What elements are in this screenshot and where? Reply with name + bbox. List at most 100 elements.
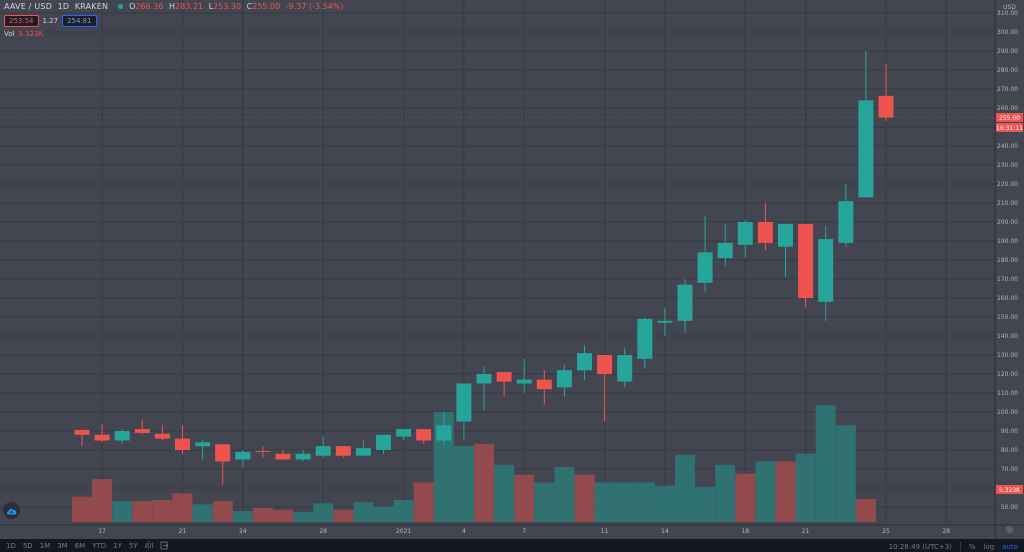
candle[interactable] xyxy=(818,225,834,321)
volume-bar xyxy=(212,501,233,522)
volume-bar xyxy=(614,482,635,522)
candle[interactable] xyxy=(556,364,572,397)
volume-bar xyxy=(675,454,695,522)
candle[interactable] xyxy=(74,429,90,447)
candle[interactable] xyxy=(235,450,251,468)
range-button-1d[interactable]: 1D xyxy=(6,542,16,550)
date-tick-label: 28 xyxy=(942,528,950,535)
volume-bar xyxy=(92,479,113,522)
candle[interactable] xyxy=(516,358,532,393)
volume-legend: Vol 5.323K xyxy=(4,30,43,38)
date-tick-label: 2021 xyxy=(396,528,411,535)
svg-text:255.00: 255.00 xyxy=(999,115,1020,122)
range-button-5y[interactable]: 5Y xyxy=(128,542,138,550)
date-tick-label: 24 xyxy=(239,528,247,535)
volume-bar xyxy=(192,504,213,522)
settings-gear-icon[interactable] xyxy=(1005,525,1014,534)
price-tick-label: 70.00 xyxy=(1001,466,1018,473)
candle[interactable] xyxy=(677,279,693,333)
candle[interactable] xyxy=(778,223,793,278)
log-scale-toggle[interactable]: log xyxy=(983,542,995,551)
candle[interactable] xyxy=(717,223,733,266)
candle[interactable] xyxy=(416,429,432,445)
svg-text:5.323K: 5.323K xyxy=(999,487,1021,494)
price-tick-label: 210.00 xyxy=(997,200,1018,207)
grid-lines xyxy=(0,0,995,525)
candle[interactable] xyxy=(456,383,472,441)
candle[interactable] xyxy=(396,429,412,441)
range-button-5d[interactable]: 5D xyxy=(22,542,33,550)
candle[interactable] xyxy=(496,372,512,397)
candle[interactable] xyxy=(355,440,371,456)
candle[interactable] xyxy=(376,434,391,454)
volume-label[interactable]: Vol xyxy=(4,30,15,38)
sell-price-button[interactable]: 253.54 xyxy=(4,15,39,27)
volume-bar xyxy=(232,511,253,522)
candle[interactable] xyxy=(215,444,231,485)
clock-timezone[interactable]: 10:28:49 (UTC+3) xyxy=(888,542,952,551)
market-open-status-icon xyxy=(118,4,124,9)
candle[interactable] xyxy=(617,347,633,388)
volume-bar xyxy=(815,405,836,522)
candle[interactable] xyxy=(476,366,492,411)
candle[interactable] xyxy=(597,355,613,422)
volume-bar xyxy=(574,474,595,522)
range-button-ytd[interactable]: YTD xyxy=(92,542,107,550)
spread-value: 1.27 xyxy=(42,17,59,25)
candle[interactable] xyxy=(114,429,130,445)
candle[interactable] xyxy=(697,216,713,293)
candle[interactable] xyxy=(737,220,753,259)
candle[interactable] xyxy=(335,446,351,458)
candle[interactable] xyxy=(637,317,653,369)
candle[interactable] xyxy=(536,370,552,405)
price-tick-label: 240.00 xyxy=(997,143,1018,150)
percent-scale-toggle[interactable]: % xyxy=(968,542,976,551)
buy-price-button[interactable]: 254.81 xyxy=(62,15,97,27)
candle[interactable] xyxy=(175,425,190,454)
symbol-title[interactable]: AAVE / USD 1D KRAKEN xyxy=(4,2,109,11)
volume-bar xyxy=(715,464,736,522)
candle[interactable] xyxy=(255,446,271,458)
candle[interactable] xyxy=(436,412,452,445)
candles[interactable] xyxy=(74,51,894,485)
candle[interactable] xyxy=(94,423,110,443)
candle[interactable] xyxy=(757,203,773,251)
range-button-1y[interactable]: 1Y xyxy=(113,542,122,550)
range-button-3m[interactable]: 3M xyxy=(57,542,68,550)
range-button-1m[interactable]: 1M xyxy=(39,542,51,550)
candle[interactable] xyxy=(577,345,592,380)
volume-bar xyxy=(494,464,515,522)
bottom-right-controls: 10:28:49 (UTC+3) % log auto xyxy=(889,542,1018,551)
price-axis[interactable]: 50.00 70.00 80.00 90.00 100.00 110.00 120.00 13… xyxy=(997,10,1018,511)
date-tick-label: 14 xyxy=(661,528,669,535)
volume-bar xyxy=(474,443,494,522)
cloud-logo-icon[interactable] xyxy=(3,502,20,519)
goto-date-icon[interactable] xyxy=(160,541,169,550)
candle[interactable] xyxy=(154,425,170,441)
auto-scale-toggle[interactable]: auto xyxy=(1002,542,1018,551)
time-axis[interactable]: 17 21 24 28 2021 4 7 11 14 18 21 25 28 xyxy=(98,528,950,535)
price-tick-label: 260.00 xyxy=(997,105,1018,112)
candle[interactable] xyxy=(657,307,673,337)
candle[interactable] xyxy=(275,450,291,460)
candle[interactable] xyxy=(798,223,814,308)
candle[interactable] xyxy=(878,63,894,121)
volume-bar xyxy=(735,473,756,522)
candle[interactable] xyxy=(838,184,854,247)
candle[interactable] xyxy=(195,440,211,460)
toolbar-divider xyxy=(959,542,961,551)
volume-bar xyxy=(413,482,434,522)
volume-bar xyxy=(252,507,273,522)
candle[interactable] xyxy=(315,436,331,458)
candle[interactable] xyxy=(134,419,150,435)
volume-bar xyxy=(534,482,555,522)
price-tick-label: 120.00 xyxy=(997,371,1018,378)
currency-label: USD xyxy=(1003,4,1016,11)
price-tick-label: 80.00 xyxy=(1001,447,1018,454)
volume-bar xyxy=(152,500,173,522)
range-button-6m[interactable]: 6M xyxy=(74,542,86,550)
candle[interactable] xyxy=(295,450,311,462)
candle[interactable] xyxy=(858,51,874,198)
price-tick-label: 230.00 xyxy=(997,162,1018,169)
